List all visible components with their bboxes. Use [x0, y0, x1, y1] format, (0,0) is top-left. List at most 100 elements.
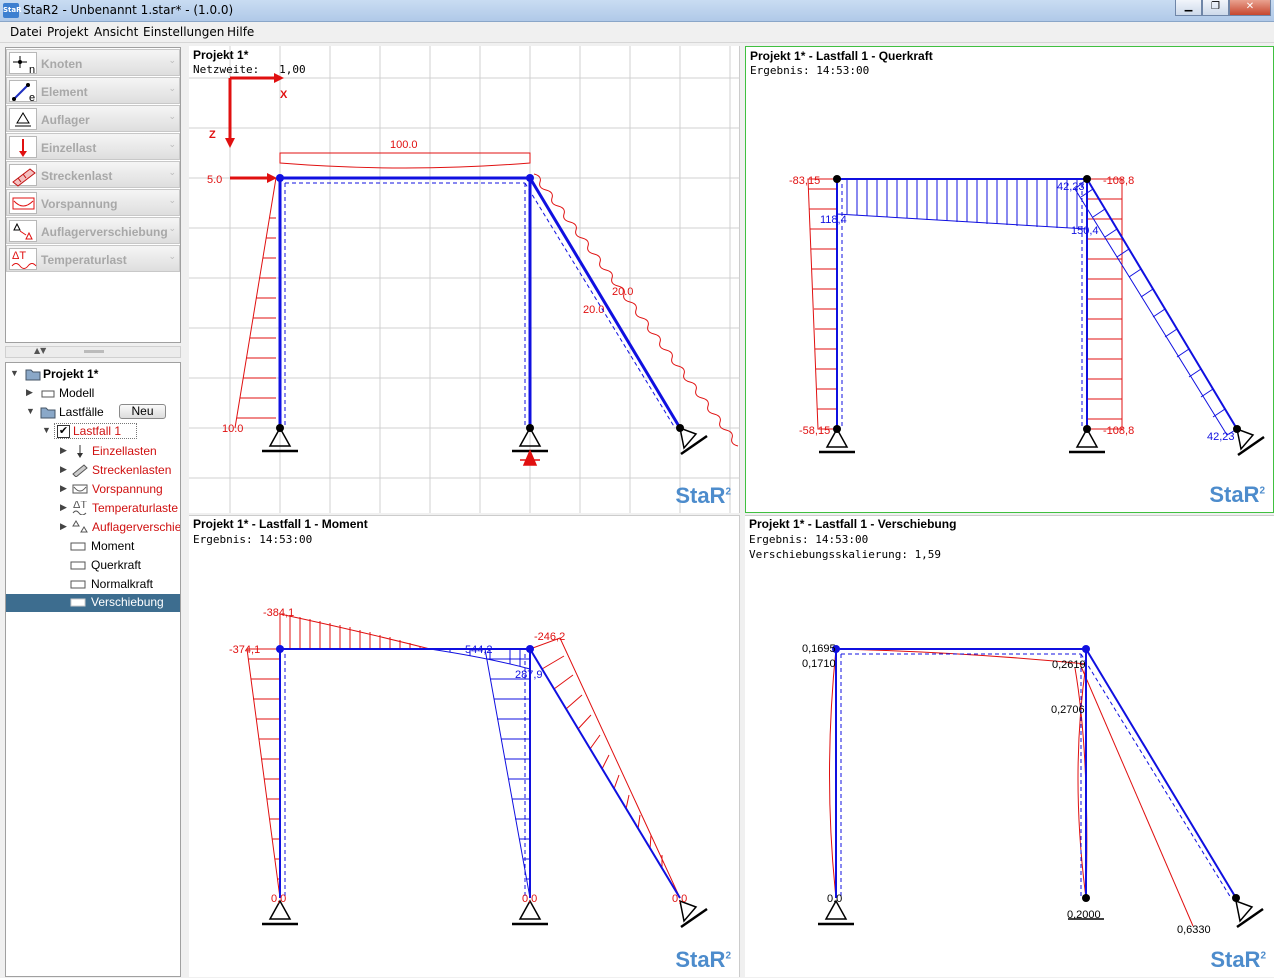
splitter-arrows-icon[interactable]: ▲▼ — [34, 346, 47, 355]
tree-streckenlasten[interactable]: ▶ Streckenlasten — [58, 462, 178, 480]
value-label: -384,1 — [263, 607, 294, 619]
tool-label: Temperaturlast — [41, 253, 127, 267]
loadcase-checkbox[interactable]: ✔ — [57, 425, 70, 438]
chevron-down-icon: ⌄ — [168, 56, 176, 66]
expand-toggle-icon[interactable]: ▼ — [10, 368, 19, 378]
view-subtitle: Netzweite: 1,00 — [193, 63, 306, 76]
tool-streckenlast[interactable]: Streckenlast ⌄ — [6, 161, 180, 188]
tree-temperaturlasten[interactable]: ▶ ΔT Temperaturlaste — [58, 500, 180, 518]
tool-auflagerverschiebung[interactable]: Auflagerverschiebung ⌄ — [6, 217, 180, 244]
expand-toggle-icon[interactable]: ▶ — [60, 445, 67, 455]
displacement-view[interactable]: 0,1695 0,1710 0,2619 0,2706 0,0 0,2000 0… — [745, 515, 1274, 977]
value-label: -374,1 — [229, 644, 260, 656]
tree-loadcase[interactable]: ▼ ✔ Lastfall 1 — [40, 423, 160, 441]
chevron-down-icon: ⌄ — [168, 112, 176, 122]
prestress-icon — [72, 484, 88, 494]
tree-einzellasten[interactable]: ▶ Einzellasten — [58, 443, 178, 461]
value-label: 287,9 — [515, 669, 543, 681]
tree-label: Auflagerverschie — [92, 520, 180, 534]
model-canvas[interactable]: X Z 100.0 5.0 10.0 20.0 20.0 — [189, 46, 740, 513]
value-label: 150,4 — [1071, 225, 1099, 237]
tree-moment[interactable]: Moment — [70, 538, 180, 556]
chevron-down-icon: ⌄ — [168, 196, 176, 206]
value-label: 0,0 — [522, 893, 537, 905]
tool-element[interactable]: e Element ⌄ — [6, 77, 180, 104]
star-logo: StaR2 — [1210, 947, 1266, 972]
menu-bar: Datei Projekt Ansicht Einstellungen Hilf… — [0, 22, 1274, 43]
tree-querkraft[interactable]: Querkraft — [70, 557, 180, 575]
value-label: 0,2619 — [1052, 659, 1086, 671]
tree-label: Lastfälle — [59, 405, 104, 419]
support-displacement-icon — [72, 520, 88, 533]
tree-project[interactable]: ▼ Projekt 1* — [8, 366, 178, 384]
tree-vorspannung[interactable]: ▶ Vorspannung — [58, 481, 178, 499]
load-label-10: 10.0 — [222, 423, 243, 435]
value-label: -58,15 — [799, 425, 830, 437]
load-label-100: 100.0 — [390, 139, 418, 151]
new-loadcase-button[interactable]: Neu — [119, 404, 166, 419]
model-view[interactable]: X Z 100.0 5.0 10.0 20.0 20.0 — [189, 46, 740, 513]
value-label: 0,2706 — [1051, 704, 1085, 716]
tree-label: Projekt 1* — [43, 367, 99, 381]
menu-einstellungen[interactable]: Einstellungen — [143, 25, 225, 39]
maximize-button[interactable]: ❐ — [1202, 0, 1229, 16]
value-label: -108,8 — [1103, 175, 1134, 187]
svg-text:ΔT: ΔT — [73, 501, 87, 511]
tool-label: Einzellast — [41, 141, 97, 155]
value-label: 544,2 — [465, 644, 493, 656]
menu-ansicht[interactable]: Ansicht — [94, 25, 139, 39]
supports — [819, 427, 1265, 457]
tree-model[interactable]: ▶ Modell — [24, 385, 174, 403]
view-subtitle: Ergebnis: 14:53:00 — [750, 64, 870, 77]
minimize-button[interactable]: ▁ — [1175, 0, 1202, 16]
shear-canvas[interactable]: -83,15 118,4 42,23 -108,8 150,4 -58,15 -… — [746, 47, 1274, 514]
moment-view[interactable]: -384,1 -374,1 544,2 -246,2 287,9 0,0 0,0… — [189, 515, 740, 977]
tool-einzellast[interactable]: Einzellast ⌄ — [6, 133, 180, 160]
view-subtitle: Ergebnis: 14:53:00 — [749, 533, 869, 546]
menu-projekt[interactable]: Projekt — [47, 25, 89, 39]
chevron-down-icon: ⌄ — [168, 252, 176, 262]
tool-vorspannung[interactable]: Vorspannung ⌄ — [6, 189, 180, 216]
expand-toggle-icon[interactable]: ▼ — [26, 406, 35, 416]
window-title: StaR2 - Unbenannt 1.star* - (1.0.0) — [23, 3, 234, 17]
displacement-canvas[interactable]: 0,1695 0,1710 0,2619 0,2706 0,0 0,2000 0… — [745, 516, 1274, 978]
tool-knoten[interactable]: n Knoten ⌄ — [6, 49, 180, 76]
loadcase-focus-box — [54, 423, 137, 439]
tree-loadcases[interactable]: ▼ Lastfälle Neu — [24, 404, 179, 422]
supports — [262, 426, 708, 466]
value-label: 0,1710 — [802, 658, 836, 670]
expand-toggle-icon[interactable]: ▶ — [60, 502, 67, 512]
tool-label: Auflagerverschiebung — [41, 225, 168, 239]
tree-verschiebung[interactable]: Verschiebung — [6, 594, 180, 612]
tool-auflager[interactable]: Auflager ⌄ — [6, 105, 180, 132]
tree-normalkraft[interactable]: Normalkraft — [70, 576, 180, 594]
tree-label: Verschiebung — [91, 595, 164, 609]
chevron-down-icon: ⌄ — [168, 140, 176, 150]
panel-splitter[interactable]: ▲▼ — [5, 346, 181, 358]
value-label: 42,23 — [1057, 181, 1085, 193]
tool-panel: n Knoten ⌄ e Element ⌄ Auflager ⌄ Einzellas… — [5, 47, 181, 343]
expand-toggle-icon[interactable]: ▶ — [26, 387, 33, 397]
menu-hilfe[interactable]: Hilfe — [227, 25, 255, 39]
node-icon: n — [9, 52, 37, 75]
distributed-load-top: 100.0 — [279, 139, 531, 169]
deformed-shape — [829, 648, 1194, 927]
menu-datei[interactable]: Datei — [10, 25, 43, 39]
axis-x-label: X — [280, 89, 288, 101]
expand-toggle-icon[interactable]: ▶ — [60, 521, 67, 531]
supports — [818, 899, 1264, 929]
tree-label: Lastfall 1 — [73, 424, 122, 438]
expand-toggle-icon[interactable]: ▶ — [60, 483, 67, 493]
point-load-left: 5.0 — [207, 173, 277, 186]
expand-toggle-icon[interactable]: ▼ — [42, 425, 51, 435]
moment-canvas[interactable]: -384,1 -374,1 544,2 -246,2 287,9 0,0 0,0… — [189, 516, 740, 978]
shear-force-view[interactable]: -83,15 118,4 42,23 -108,8 150,4 -58,15 -… — [745, 46, 1274, 513]
splitter-grip[interactable] — [84, 350, 104, 353]
tree-auflagerverschiebung[interactable]: ▶ Auflagerverschie — [58, 519, 180, 537]
support-displacement-icon — [9, 220, 37, 242]
svg-text:e: e — [29, 92, 35, 103]
point-load-icon — [9, 136, 37, 158]
expand-toggle-icon[interactable]: ▶ — [60, 464, 67, 474]
tool-temperaturlast[interactable]: ΔT Temperaturlast ⌄ — [6, 245, 180, 272]
close-button[interactable]: ✕ — [1229, 0, 1271, 16]
